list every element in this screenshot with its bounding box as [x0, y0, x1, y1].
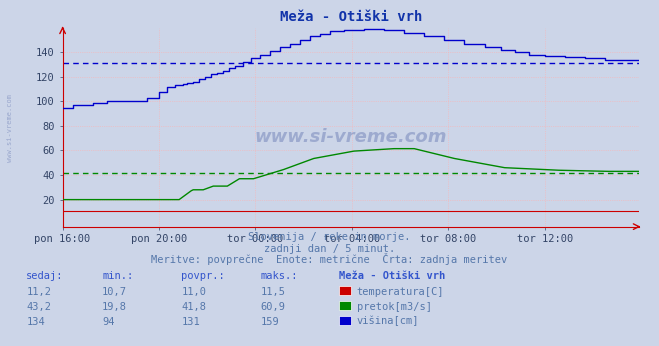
- Text: Meritve: povprečne  Enote: metrične  Črta: zadnja meritev: Meritve: povprečne Enote: metrične Črta:…: [152, 253, 507, 265]
- Text: višina[cm]: višina[cm]: [357, 316, 419, 327]
- Title: Meža - Otiški vrh: Meža - Otiški vrh: [279, 10, 422, 24]
- Text: 19,8: 19,8: [102, 302, 127, 312]
- Text: 94: 94: [102, 317, 115, 327]
- Text: 131: 131: [181, 317, 200, 327]
- Text: Slovenija / reke in morje.: Slovenija / reke in morje.: [248, 233, 411, 243]
- Text: temperatura[C]: temperatura[C]: [357, 287, 444, 297]
- Text: pretok[m3/s]: pretok[m3/s]: [357, 302, 432, 312]
- Text: www.si-vreme.com: www.si-vreme.com: [7, 94, 13, 162]
- Text: 41,8: 41,8: [181, 302, 206, 312]
- Text: 11,2: 11,2: [26, 287, 51, 297]
- Text: www.si-vreme.com: www.si-vreme.com: [254, 128, 447, 146]
- Text: maks.:: maks.:: [260, 271, 298, 281]
- Text: zadnji dan / 5 minut.: zadnji dan / 5 minut.: [264, 244, 395, 254]
- Text: Meža - Otiški vrh: Meža - Otiški vrh: [339, 271, 445, 281]
- Text: povpr.:: povpr.:: [181, 271, 225, 281]
- Text: 11,0: 11,0: [181, 287, 206, 297]
- Text: min.:: min.:: [102, 271, 133, 281]
- Text: 134: 134: [26, 317, 45, 327]
- Text: 43,2: 43,2: [26, 302, 51, 312]
- Text: 159: 159: [260, 317, 279, 327]
- Text: 60,9: 60,9: [260, 302, 285, 312]
- Text: 11,5: 11,5: [260, 287, 285, 297]
- Text: sedaj:: sedaj:: [26, 271, 64, 281]
- Text: 10,7: 10,7: [102, 287, 127, 297]
